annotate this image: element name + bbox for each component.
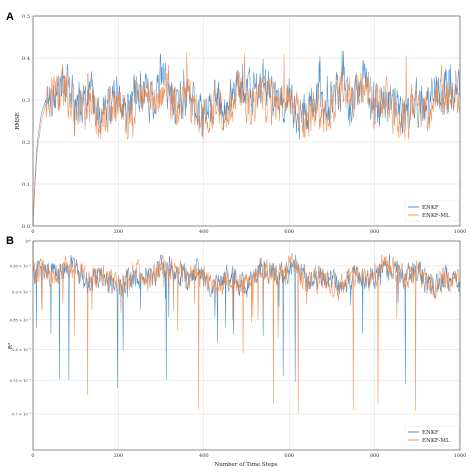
legend-label: ENKF — [422, 205, 439, 211]
x-tick-label: 800 — [370, 229, 380, 235]
y-tick-label: 0.1 — [22, 182, 30, 188]
y-tick-label: 0.85 × 10⁻¹ — [10, 318, 32, 322]
x-tick-label: 800 — [370, 453, 380, 459]
panel-a-y-ticks: 0.0 0.1 0.2 0.3 0.4 0.5 — [22, 14, 30, 230]
panel-b-frame — [32, 240, 461, 451]
legend-box — [404, 425, 460, 447]
x-tick-label: 400 — [199, 229, 209, 235]
legend-box — [404, 200, 460, 222]
legend-label: ENKF-ML — [422, 213, 450, 219]
y-tick-label: 0.9 × 10⁻¹ — [12, 291, 31, 295]
panel-a-y-label: RMSE — [15, 112, 21, 130]
panel-b-x-ticks: 0 200 400 600 800 1000 — [31, 453, 466, 459]
y-tick-label: 0.8 × 10⁻¹ — [12, 348, 31, 352]
panel-a-series — [32, 50, 461, 227]
y-tick-label: 10⁰ — [25, 240, 32, 244]
x-tick-label: 0 — [31, 453, 34, 459]
legend-label: ENKF — [422, 430, 439, 436]
series-line-enkf-ml — [32, 240, 461, 414]
x-tick-label: 0 — [31, 229, 34, 235]
series-line-enkf — [32, 240, 461, 389]
x-tick-label: 200 — [114, 229, 124, 235]
panel-a-frame — [32, 15, 461, 227]
series-line-enkf — [32, 50, 461, 227]
legend-label: ENKF-ML — [422, 438, 450, 444]
panel-a-x-ticks: 0 200 400 600 800 1000 — [31, 229, 466, 235]
y-tick-label: 0.4 — [22, 56, 30, 62]
panel-a-rmse: A 0 200 400 600 800 1000 0.0 0.1 0.2 0.3 0.4 0.5 R… — [6, 11, 466, 235]
x-tick-label: 400 — [199, 453, 209, 459]
panel-b-y-label: R² — [7, 343, 14, 349]
series-line-enkf-ml — [32, 52, 461, 222]
y-tick-label: 0.5 — [22, 14, 30, 20]
panel-b-r2: B 0 200 400 600 800 1000 0.7 × 10⁻¹ 0.75 × 10⁻… — [6, 235, 466, 468]
panel-b-y-ticks: 0.7 × 10⁻¹ 0.75 × 10⁻¹ 0.8 × 10⁻¹ 0.85 × 10… — [10, 240, 32, 417]
x-tick-label: 1000 — [454, 453, 467, 459]
y-tick-label: 0.3 — [22, 98, 30, 104]
y-tick-label: 0.0 — [22, 224, 30, 230]
y-tick-label: 0.95 × 10⁻¹ — [10, 264, 32, 268]
x-tick-label: 600 — [284, 229, 294, 235]
y-tick-label: 0.2 — [22, 140, 30, 146]
y-tick-label: 0.75 × 10⁻¹ — [10, 379, 32, 383]
panel-b-letter: B — [6, 235, 14, 247]
panel-b-x-label: Number of Time Steps — [214, 462, 277, 468]
x-tick-label: 1000 — [454, 229, 467, 235]
y-tick-label: 0.7 × 10⁻¹ — [12, 413, 31, 417]
x-tick-label: 600 — [284, 453, 294, 459]
panel-b-legend: ENKF ENKF-ML — [404, 425, 460, 447]
x-tick-label: 200 — [114, 453, 124, 459]
panel-a-legend: ENKF ENKF-ML — [404, 200, 460, 222]
panel-a-letter: A — [6, 11, 14, 23]
panel-b-series — [32, 240, 461, 414]
